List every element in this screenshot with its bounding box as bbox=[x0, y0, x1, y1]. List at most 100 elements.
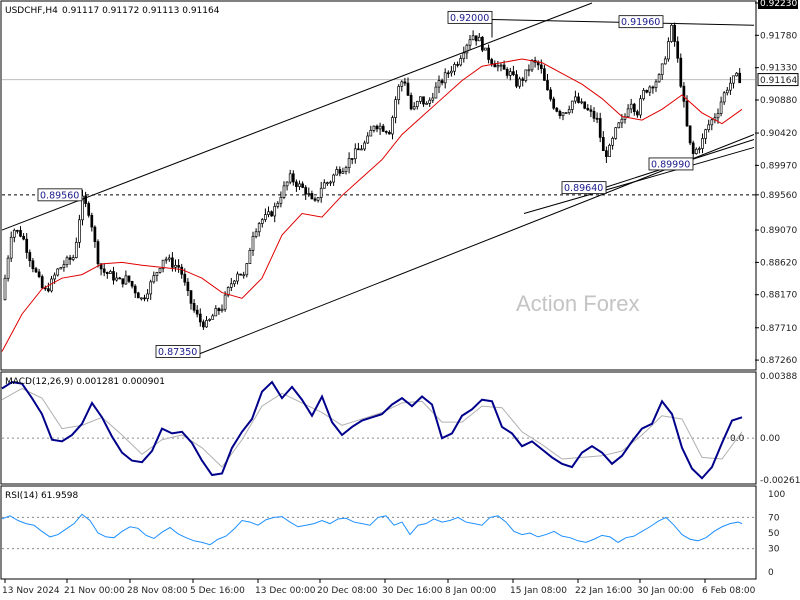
candle-body bbox=[326, 182, 329, 185]
candle-body bbox=[508, 71, 512, 76]
candle-body bbox=[130, 280, 134, 287]
candle-body bbox=[397, 86, 401, 100]
pivot-label-box bbox=[561, 181, 607, 195]
candle-body bbox=[691, 142, 695, 154]
candle-body bbox=[174, 265, 177, 268]
candle-body bbox=[251, 236, 255, 251]
candle-body bbox=[549, 89, 552, 100]
candle-body bbox=[403, 81, 407, 84]
candle-body bbox=[226, 287, 230, 296]
candle-body bbox=[12, 229, 16, 238]
x-tick-label: 28 Nov 08:00 bbox=[127, 586, 188, 596]
candle-body bbox=[388, 131, 391, 135]
x-tick-label: 5 Dec 16:00 bbox=[190, 586, 245, 596]
candle-body bbox=[546, 80, 549, 91]
candle-body bbox=[28, 252, 32, 262]
candle-body bbox=[611, 138, 614, 146]
candle-body bbox=[16, 229, 19, 232]
candle-body bbox=[521, 78, 525, 81]
support-line-lower bbox=[523, 146, 755, 215]
candle-body bbox=[657, 74, 661, 83]
candle-body bbox=[22, 235, 25, 240]
candle-body bbox=[694, 148, 698, 154]
candle-body bbox=[50, 278, 53, 292]
candle-body bbox=[3, 277, 7, 301]
candle-body bbox=[605, 150, 608, 158]
price-tick-label: 0.90880 bbox=[760, 96, 797, 106]
pivot-label: 0.91960 bbox=[621, 17, 660, 28]
candle-body bbox=[722, 92, 726, 103]
candle-body bbox=[515, 74, 518, 87]
candle-body bbox=[561, 112, 565, 117]
candle-body bbox=[40, 276, 44, 289]
candle-body bbox=[419, 96, 422, 102]
candle-body bbox=[412, 106, 416, 110]
candle-body bbox=[477, 36, 481, 42]
x-tick-label: 8 Jan 00:00 bbox=[445, 586, 497, 596]
macd-signal-line bbox=[1, 387, 743, 468]
watermark: Action Forex bbox=[516, 291, 640, 316]
candle-body bbox=[205, 320, 208, 328]
candle-body bbox=[378, 125, 382, 130]
candle-body bbox=[223, 294, 227, 310]
candle-body bbox=[574, 96, 577, 102]
rsi-title: RSI(14) 61.9598 bbox=[5, 491, 78, 501]
candle-body bbox=[332, 174, 335, 183]
candle-body bbox=[335, 169, 339, 176]
price-tick-label: 0.89970 bbox=[760, 161, 797, 171]
candle-body bbox=[555, 107, 559, 112]
candle-body bbox=[651, 86, 655, 89]
current-price-label: 0.91164 bbox=[760, 76, 797, 86]
candle-body bbox=[558, 110, 562, 117]
candle-body bbox=[171, 257, 174, 268]
candle-body bbox=[257, 223, 261, 233]
candle-body bbox=[543, 68, 546, 81]
price-tick-label: 0.92230 bbox=[760, 0, 797, 9]
candle-body bbox=[208, 319, 211, 321]
candle-body bbox=[465, 44, 469, 54]
candle-body bbox=[161, 259, 165, 269]
candle-body bbox=[118, 277, 122, 280]
candle-body bbox=[552, 98, 556, 109]
candle-body bbox=[648, 86, 652, 93]
candle-body bbox=[375, 125, 379, 130]
candle-body bbox=[499, 64, 503, 67]
candle-body bbox=[583, 101, 587, 109]
candle-body bbox=[366, 135, 370, 144]
macd-tick-label: 0.00388 bbox=[760, 372, 797, 382]
candle-body bbox=[167, 257, 171, 260]
x-tick-label: 6 Feb 08:00 bbox=[702, 586, 756, 596]
candle-body bbox=[595, 117, 599, 120]
candle-body bbox=[639, 98, 642, 116]
candle-body bbox=[353, 148, 357, 160]
candle-body bbox=[567, 109, 571, 113]
candle-body bbox=[614, 127, 618, 139]
candle-body bbox=[276, 202, 280, 207]
candle-body bbox=[626, 108, 630, 118]
macd-zero-label: 0.0 bbox=[730, 434, 745, 444]
candle-body bbox=[502, 64, 506, 70]
candle-body bbox=[443, 72, 447, 84]
candle-body bbox=[47, 288, 50, 292]
candle-body bbox=[53, 274, 56, 280]
x-tick-label: 30 Jan 00:00 bbox=[637, 586, 694, 596]
rsi-line bbox=[1, 513, 743, 546]
x-tick-label: 15 Jan 08:00 bbox=[510, 586, 567, 596]
channel-upper-line bbox=[1, 2, 593, 231]
candle-body bbox=[729, 82, 732, 91]
candle-body bbox=[654, 81, 658, 89]
candle-body bbox=[34, 268, 38, 273]
candle-body bbox=[636, 111, 639, 116]
candle-body bbox=[267, 211, 270, 215]
candle-body bbox=[273, 206, 277, 217]
candle-body bbox=[350, 158, 354, 160]
candle-body bbox=[471, 35, 475, 41]
candle-body bbox=[304, 187, 308, 195]
candle-body bbox=[6, 257, 10, 279]
candle-body bbox=[592, 111, 596, 119]
macd-main-line bbox=[1, 380, 743, 480]
candle-body bbox=[68, 257, 72, 260]
candle-body bbox=[279, 197, 283, 204]
candle-body bbox=[149, 281, 153, 295]
candle-body bbox=[456, 64, 459, 66]
